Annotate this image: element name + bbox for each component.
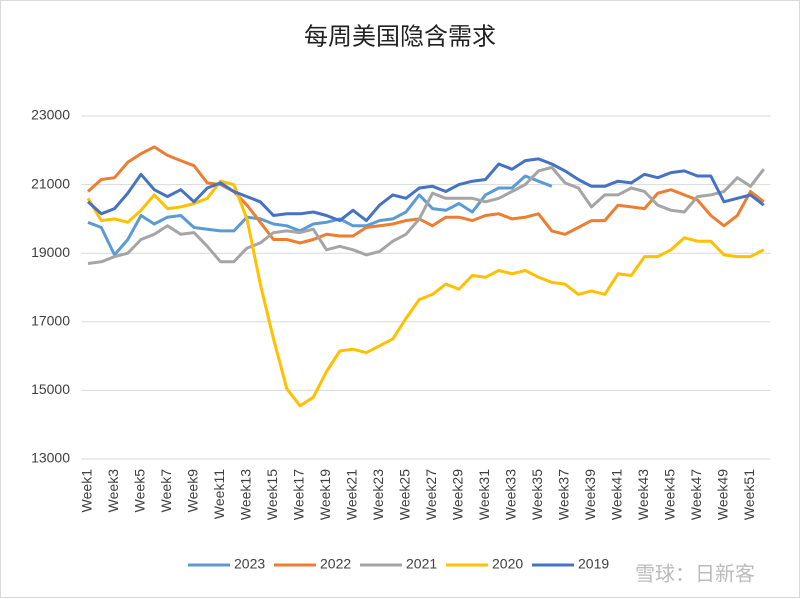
x-tick-label: Week45: [662, 469, 678, 520]
legend-label: 2019: [578, 556, 609, 572]
legend-label: 2020: [492, 556, 523, 572]
series-line: [87, 174, 553, 257]
x-tick-label: Week49: [715, 469, 731, 520]
series-line: [86, 145, 765, 245]
x-tick-label: Week37: [556, 469, 572, 520]
legend-label: 2021: [406, 556, 437, 572]
y-tick-label: 21000: [31, 175, 70, 191]
watermark: 雪球：日新客: [635, 562, 755, 585]
legend-label: 2023: [234, 556, 265, 572]
x-tick-label: Week7: [158, 469, 174, 513]
x-tick-label: Week11: [211, 469, 227, 519]
series-line: [86, 157, 765, 223]
series-line: [87, 165, 765, 265]
chart-title: 每周美国隐含需求: [304, 23, 496, 51]
x-tick-label: Week27: [423, 469, 439, 520]
x-tick-label: Week17: [291, 469, 307, 520]
x-tick-label: Week29: [450, 469, 466, 520]
x-tick-label: Week51: [741, 469, 757, 520]
y-tick-label: 23000: [31, 107, 70, 123]
x-tick-label: Week9: [185, 469, 201, 513]
y-tick-label: 19000: [31, 244, 70, 260]
y-tick-label: 13000: [31, 450, 70, 466]
x-tick-label: Week3: [105, 469, 121, 513]
x-tick-label: Week39: [582, 469, 598, 520]
x-tick-label: Week15: [264, 469, 280, 520]
y-tick-label: 17000: [31, 313, 70, 329]
series-line: [86, 179, 765, 408]
x-tick-label: Week23: [370, 469, 386, 520]
x-tick-label: Week43: [635, 469, 651, 520]
x-tick-label: Week1: [79, 469, 95, 513]
x-tick-label: Week19: [317, 469, 333, 520]
y-tick-label: 15000: [31, 381, 70, 397]
x-tick-label: Week25: [397, 469, 413, 520]
x-tick-label: Week33: [503, 469, 519, 520]
x-tick-label: Week31: [476, 469, 492, 520]
x-tick-label: Week21: [344, 469, 360, 520]
x-tick-label: Week35: [529, 469, 545, 520]
x-tick-label: Week47: [688, 469, 704, 520]
legend-label: 2022: [320, 556, 351, 572]
x-tick-label: Week41: [609, 469, 625, 520]
x-tick-label: Week5: [132, 469, 148, 513]
x-tick-label: Week13: [238, 469, 254, 520]
